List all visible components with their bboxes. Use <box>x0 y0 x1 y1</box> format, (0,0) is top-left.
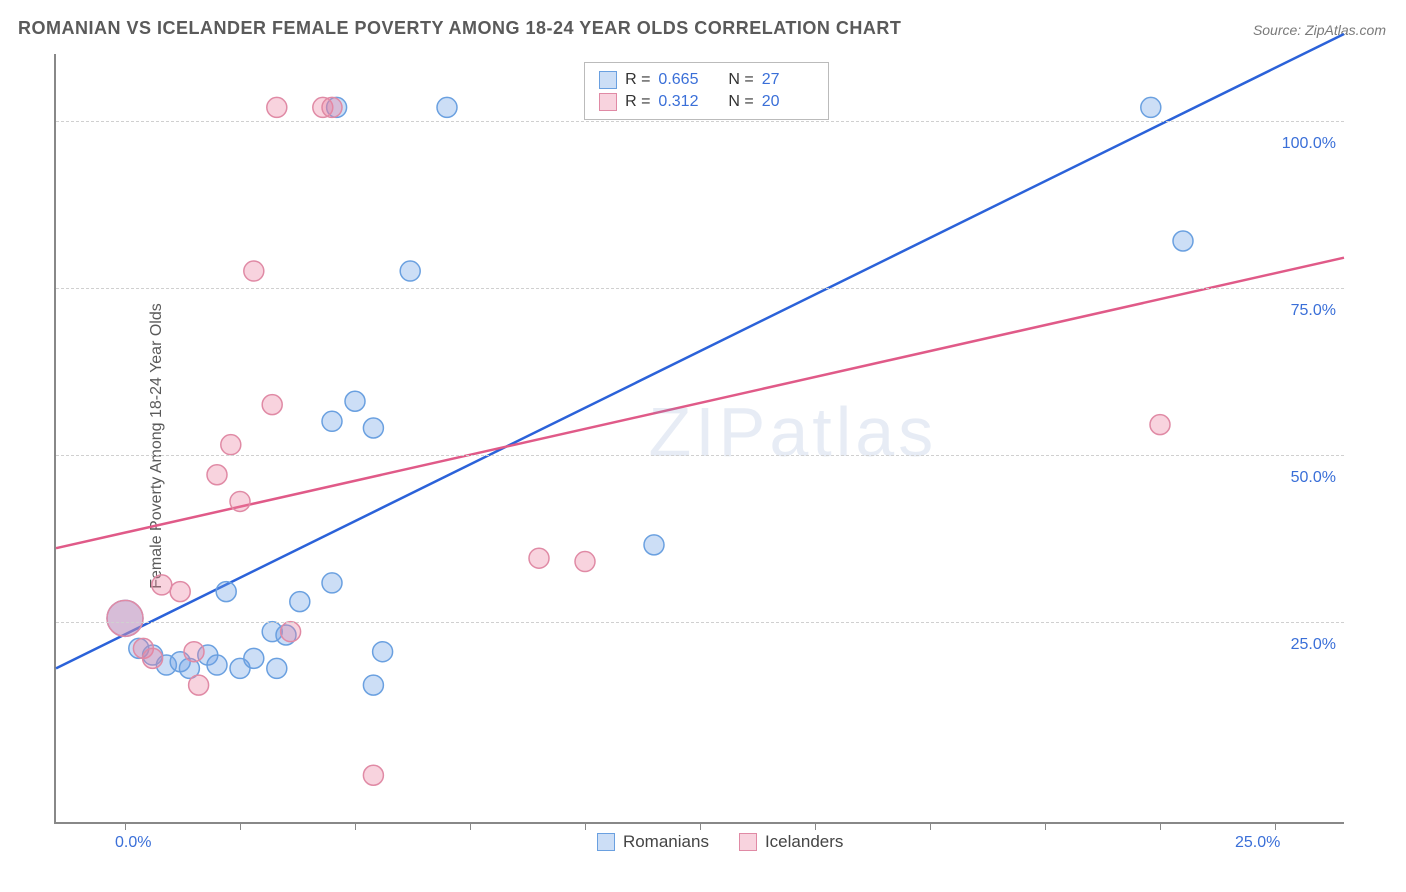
gridline <box>56 622 1344 623</box>
x-tick <box>815 822 816 830</box>
x-tick <box>585 822 586 830</box>
n-value: 20 <box>762 93 814 111</box>
x-tick <box>1045 822 1046 830</box>
r-value: 0.312 <box>658 93 710 111</box>
legend-correlation: R = 0.665 N = 27 R = 0.312 N = 20 <box>584 62 829 120</box>
plot-area: ZIPatlas 25.0%50.0%75.0%100.0%0.0%25.0%R… <box>54 54 1344 824</box>
y-tick-label: 25.0% <box>1291 636 1336 654</box>
data-point <box>400 261 420 281</box>
x-tick-label: 25.0% <box>1235 834 1280 852</box>
data-point <box>281 622 301 642</box>
y-tick-label: 75.0% <box>1291 302 1336 320</box>
n-value: 27 <box>762 71 814 89</box>
data-point <box>184 642 204 662</box>
data-point <box>207 465 227 485</box>
data-point <box>267 97 287 117</box>
data-point <box>363 765 383 785</box>
x-tick <box>125 822 126 830</box>
data-point <box>322 97 342 117</box>
legend-series: Romanians Icelanders <box>597 832 843 852</box>
data-point <box>644 535 664 555</box>
data-point <box>373 642 393 662</box>
gridline <box>56 288 1344 289</box>
legend-item: Icelanders <box>739 832 843 852</box>
x-tick <box>930 822 931 830</box>
legend-swatch <box>739 833 757 851</box>
source-attribution: Source: ZipAtlas.com <box>1253 22 1386 38</box>
x-tick <box>240 822 241 830</box>
x-tick <box>700 822 701 830</box>
x-tick <box>355 822 356 830</box>
chart-title: ROMANIAN VS ICELANDER FEMALE POVERTY AMO… <box>18 18 901 39</box>
gridline <box>56 455 1344 456</box>
chart-svg <box>56 54 1344 822</box>
n-label: N = <box>728 71 753 89</box>
legend-label: Icelanders <box>765 832 843 852</box>
data-point <box>1150 415 1170 435</box>
r-value: 0.665 <box>658 71 710 89</box>
y-tick-label: 50.0% <box>1291 469 1336 487</box>
data-point <box>244 648 264 668</box>
data-point <box>267 658 287 678</box>
data-point <box>216 582 236 602</box>
legend-swatch <box>599 71 617 89</box>
r-label: R = <box>625 71 650 89</box>
legend-swatch <box>597 833 615 851</box>
data-point <box>437 97 457 117</box>
data-point <box>244 261 264 281</box>
x-tick <box>1160 822 1161 830</box>
data-point <box>1173 231 1193 251</box>
data-point <box>529 548 549 568</box>
data-point <box>152 575 172 595</box>
legend-swatch <box>599 93 617 111</box>
n-label: N = <box>728 93 753 111</box>
x-tick <box>470 822 471 830</box>
x-tick <box>1275 822 1276 830</box>
data-point <box>221 435 241 455</box>
legend-row: R = 0.665 N = 27 <box>599 69 814 91</box>
data-point <box>322 411 342 431</box>
data-point <box>363 418 383 438</box>
data-point <box>363 675 383 695</box>
data-point <box>207 655 227 675</box>
r-label: R = <box>625 93 650 111</box>
data-point <box>170 582 190 602</box>
data-point <box>290 592 310 612</box>
data-point <box>1141 97 1161 117</box>
regression-line <box>56 34 1344 668</box>
data-point <box>575 552 595 572</box>
data-point <box>230 491 250 511</box>
data-point <box>189 675 209 695</box>
data-point <box>107 600 143 636</box>
legend-label: Romanians <box>623 832 709 852</box>
data-point <box>262 395 282 415</box>
y-tick-label: 100.0% <box>1282 135 1336 153</box>
data-point <box>345 391 365 411</box>
data-point <box>322 573 342 593</box>
gridline <box>56 121 1344 122</box>
legend-item: Romanians <box>597 832 709 852</box>
data-point <box>143 648 163 668</box>
x-tick-label: 0.0% <box>115 834 151 852</box>
legend-row: R = 0.312 N = 20 <box>599 91 814 113</box>
